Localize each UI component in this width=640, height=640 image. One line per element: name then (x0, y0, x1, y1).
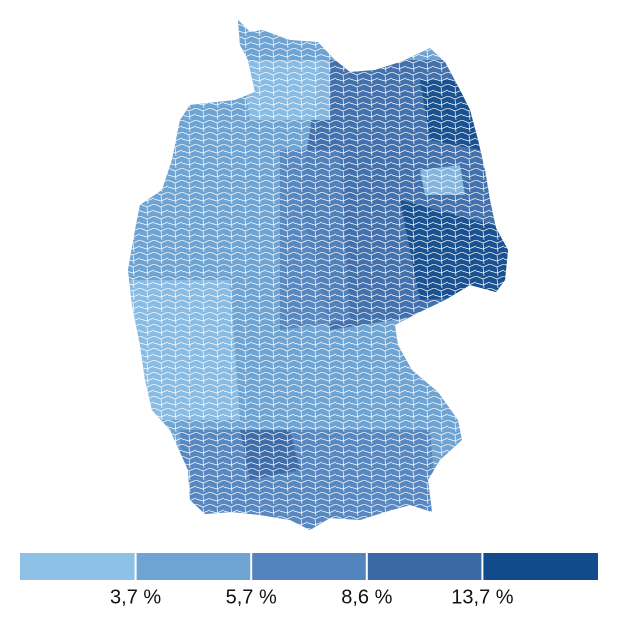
legend-swatch (367, 553, 482, 580)
legend-swatch (136, 553, 251, 580)
legend-label: 3,7 % (110, 586, 161, 608)
legend-label: 8,6 % (341, 586, 392, 608)
legend-swatch (252, 553, 366, 580)
map-cell-borders (128, 20, 508, 530)
legend-label: 5,7 % (226, 586, 277, 608)
legend-swatch (483, 553, 598, 580)
legend: 3,7 % 5,7 % 8,6 % 13,7 % (20, 553, 598, 608)
legend-swatch (20, 553, 135, 580)
legend-label: 13,7 % (451, 586, 513, 608)
